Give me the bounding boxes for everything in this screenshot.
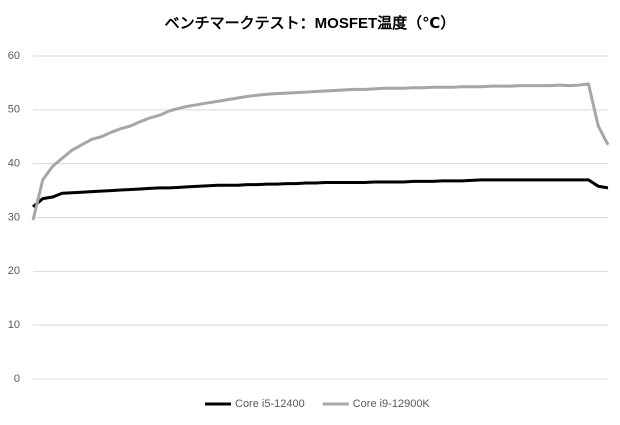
y-tick-label: 30 [8, 211, 20, 223]
line-series [32, 178, 609, 208]
line-series [31, 82, 610, 221]
y-tick-label: 60 [8, 50, 20, 62]
y-tick-label: 10 [8, 319, 20, 331]
y-tick-label: 50 [8, 104, 20, 116]
y-tick-label: 40 [8, 158, 20, 170]
chart-title: ベンチマークテスト：MOSFET温度（℃） [165, 14, 456, 32]
legend-label: Core i5-12400 [235, 398, 305, 410]
y-tick-label: 20 [8, 265, 20, 277]
y-tick-label: 0 [14, 373, 20, 385]
legend-label: Core i9-12900K [353, 398, 431, 410]
